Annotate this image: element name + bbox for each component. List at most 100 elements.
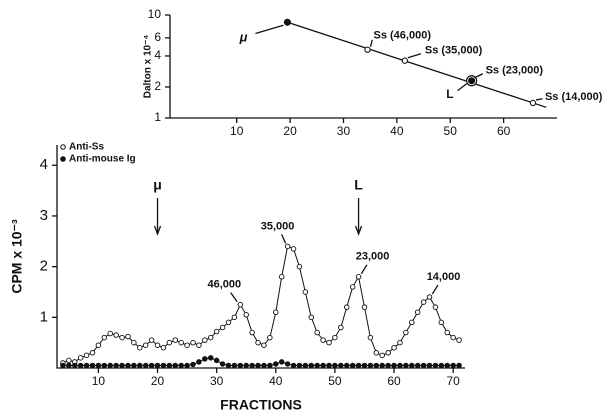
point — [60, 362, 66, 369]
point — [148, 362, 155, 369]
point — [529, 99, 537, 107]
point — [261, 362, 267, 369]
point — [71, 362, 78, 369]
point — [284, 361, 291, 367]
point — [249, 329, 255, 336]
x-tick-label: 50 — [328, 374, 342, 388]
legend-marker — [60, 156, 66, 162]
leader — [474, 73, 484, 79]
point-label: μ — [239, 30, 248, 45]
point — [420, 299, 427, 305]
point — [148, 337, 155, 343]
leader — [457, 83, 467, 92]
point — [225, 319, 232, 326]
point — [278, 359, 285, 365]
point — [213, 328, 220, 335]
point — [414, 309, 421, 316]
point — [190, 361, 196, 368]
point — [196, 359, 202, 365]
x-tick-label: 10 — [230, 124, 244, 138]
point — [284, 243, 291, 250]
y-tick-label: 2 — [154, 79, 161, 93]
point — [332, 362, 338, 369]
point — [385, 362, 391, 369]
x-tick-label: 40 — [269, 374, 283, 388]
point — [243, 362, 249, 369]
point — [95, 362, 102, 369]
x-axis-label: FRACTIONS — [220, 397, 302, 413]
point — [397, 362, 403, 369]
point — [302, 289, 309, 295]
x-tick-label: 10 — [92, 374, 106, 388]
point — [231, 362, 238, 369]
x-tick-label: 30 — [210, 374, 224, 388]
y-tick-label: 1 — [40, 308, 48, 325]
leader — [255, 24, 284, 35]
point — [283, 18, 291, 26]
point — [414, 362, 421, 369]
point — [403, 362, 409, 369]
arrow-label: μ — [153, 177, 162, 193]
leader — [369, 39, 373, 47]
point — [432, 362, 439, 369]
point — [308, 362, 315, 369]
point — [137, 362, 143, 369]
point — [219, 324, 226, 331]
point — [409, 362, 415, 369]
y-tick-label: 4 — [40, 156, 48, 173]
point — [409, 319, 415, 326]
legend-label: Anti-mouse Ig — [69, 154, 136, 165]
point — [290, 362, 297, 369]
point — [89, 362, 96, 369]
point — [326, 339, 332, 346]
point — [468, 77, 476, 85]
point — [385, 350, 391, 356]
series-line — [62, 245, 460, 364]
point — [77, 355, 84, 361]
leader — [535, 98, 543, 101]
point — [456, 362, 462, 369]
peak-label: 46,000 — [207, 279, 241, 291]
x-tick-label: 60 — [497, 124, 511, 138]
y-tick-label: 6 — [154, 30, 161, 44]
point — [290, 246, 297, 252]
point — [231, 314, 238, 321]
point — [113, 332, 119, 338]
peak-label: 35,000 — [261, 220, 295, 232]
point — [314, 362, 320, 369]
point — [166, 339, 173, 346]
point — [77, 362, 84, 369]
leader — [360, 264, 368, 275]
point — [83, 352, 90, 359]
point — [426, 362, 433, 369]
point — [107, 362, 113, 369]
point — [207, 355, 214, 361]
point — [184, 362, 190, 369]
point — [213, 357, 220, 364]
point — [308, 314, 315, 321]
y-tick-label: 2 — [40, 258, 48, 275]
point — [320, 337, 326, 343]
y-axis-label: Dalton x 10⁻⁴ — [143, 35, 154, 99]
point — [160, 362, 167, 369]
point — [320, 362, 326, 369]
point — [237, 362, 244, 369]
point — [391, 344, 397, 351]
point — [66, 357, 72, 364]
point — [119, 362, 125, 369]
point — [426, 294, 433, 300]
y-tick-label: 1 — [154, 110, 161, 124]
point — [343, 304, 350, 310]
arrow-head — [354, 225, 363, 236]
point — [125, 362, 131, 369]
peak-label: 14,000 — [427, 271, 461, 283]
point — [89, 350, 96, 356]
point — [326, 362, 332, 369]
point — [401, 57, 409, 64]
point — [397, 339, 403, 346]
point — [361, 304, 368, 310]
point — [131, 339, 137, 346]
point — [438, 362, 445, 369]
point — [178, 339, 184, 346]
